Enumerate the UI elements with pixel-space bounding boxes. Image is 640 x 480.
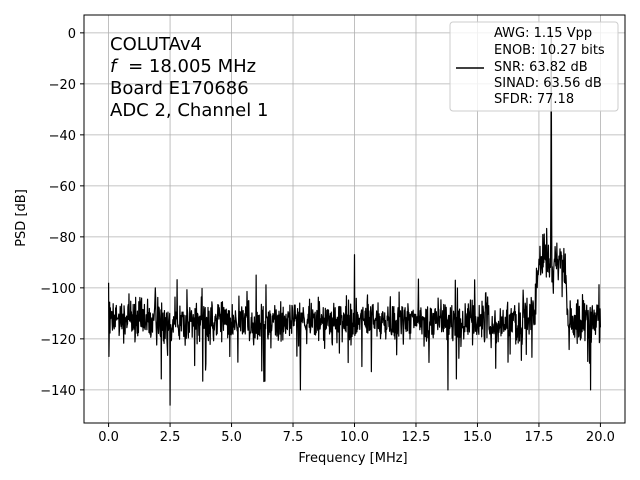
- psd-trace-group: [107, 32, 602, 406]
- y-tick-label: −140: [40, 384, 76, 399]
- y-tick-label: 0: [68, 27, 76, 42]
- info-line-device: COLUTAv4: [110, 34, 202, 55]
- x-tick-label: 10.0: [340, 430, 369, 445]
- x-tick-label: 12.5: [402, 430, 431, 445]
- info-line-board: Board E170686: [110, 78, 249, 99]
- legend-line-enob: ENOB: 10.27 bits: [494, 43, 605, 58]
- y-tick-label: −60: [49, 180, 76, 195]
- y-tick-label: −20: [49, 78, 76, 93]
- x-tick-label: 2.5: [160, 430, 181, 445]
- x-tick-label: 20.0: [586, 430, 615, 445]
- info-annotation: COLUTAv4 f = 18.005 MHz Board E170686 AD…: [110, 34, 268, 121]
- x-axis-label: Frequency [MHz]: [298, 451, 407, 466]
- legend-line-awg: AWG: 1.15 Vpp: [494, 26, 592, 41]
- x-tick-label: 15.0: [463, 430, 492, 445]
- info-line-frequency: f = 18.005 MHz: [110, 56, 256, 77]
- legend-line-sfdr: SFDR: 77.18: [494, 92, 574, 107]
- legend-line-sinad: SINAD: 63.56 dB: [494, 76, 602, 91]
- y-tick-label: −120: [40, 333, 76, 348]
- y-axis-ticks: 0 −20 −40 −60 −80 −100 −120 −140: [40, 27, 84, 399]
- info-line-channel: ADC 2, Channel 1: [110, 100, 268, 121]
- legend-line-snr: SNR: 63.82 dB: [494, 60, 588, 75]
- frequency-value: = 18.005 MHz: [128, 56, 256, 77]
- y-tick-label: −80: [49, 231, 76, 246]
- x-tick-label: 7.5: [283, 430, 304, 445]
- psd-series-line: [107, 32, 602, 406]
- x-tick-label: 5.0: [221, 430, 242, 445]
- y-tick-label: −40: [49, 129, 76, 144]
- legend-box: [449, 21, 619, 112]
- y-tick-label: −100: [40, 282, 76, 297]
- legend: AWG: 1.15 Vpp ENOB: 10.27 bits SNR: 63.8…: [449, 21, 619, 112]
- frequency-symbol: f: [110, 56, 119, 77]
- y-axis-label: PSD [dB]: [14, 189, 29, 247]
- x-axis-ticks: 0.0 2.5 5.0 7.5 10.0 12.5 15.0 17.5 20.0: [98, 423, 615, 445]
- x-tick-label: 0.0: [98, 430, 119, 445]
- x-tick-label: 17.5: [524, 430, 553, 445]
